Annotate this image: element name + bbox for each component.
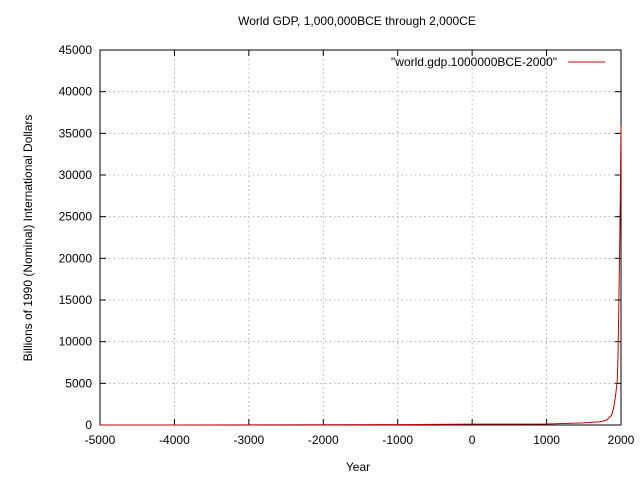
- plot-frame: [99, 49, 622, 426]
- ticks: [99, 49, 622, 426]
- grid: [100, 50, 621, 425]
- legend-label: "world.gdp.1000000BCE-2000": [391, 55, 557, 69]
- y-tick-label: 10000: [59, 335, 93, 349]
- series-line: [99, 124, 622, 426]
- x-tick-label: -4000: [159, 433, 190, 447]
- x-tick-label: -5000: [85, 433, 116, 447]
- x-tick-label: 0: [469, 433, 476, 447]
- x-tick-labels: -5000 -4000 -3000 -2000 -1000 0 1000 2000: [85, 433, 635, 447]
- x-tick-label: 2000: [608, 433, 635, 447]
- y-tick-label: 5000: [65, 376, 92, 390]
- y-tick-labels: 0 5000 10000 15000 20000 25000 30000 35000 40000…: [59, 43, 93, 432]
- y-tick-label: 45000: [59, 43, 93, 57]
- y-tick-label: 40000: [59, 85, 93, 99]
- y-axis-label: Billions of 1990 (Nominal) International…: [21, 115, 35, 362]
- series-layer: [99, 124, 622, 426]
- y-tick-label: 35000: [59, 126, 93, 140]
- chart-title: World GDP, 1,000,000BCE through 2,000CE: [238, 14, 476, 28]
- x-axis-label: Year: [346, 460, 370, 474]
- x-tick-label: -3000: [234, 433, 265, 447]
- x-tick-label: 1000: [533, 433, 560, 447]
- y-tick-label: 0: [85, 418, 92, 432]
- x-tick-label: -2000: [308, 433, 339, 447]
- x-tick-label: -1000: [382, 433, 413, 447]
- y-tick-label: 30000: [59, 168, 93, 182]
- legend: "world.gdp.1000000BCE-2000": [391, 55, 605, 69]
- y-tick-label: 20000: [59, 251, 93, 265]
- y-tick-label: 25000: [59, 210, 93, 224]
- y-tick-label: 15000: [59, 293, 93, 307]
